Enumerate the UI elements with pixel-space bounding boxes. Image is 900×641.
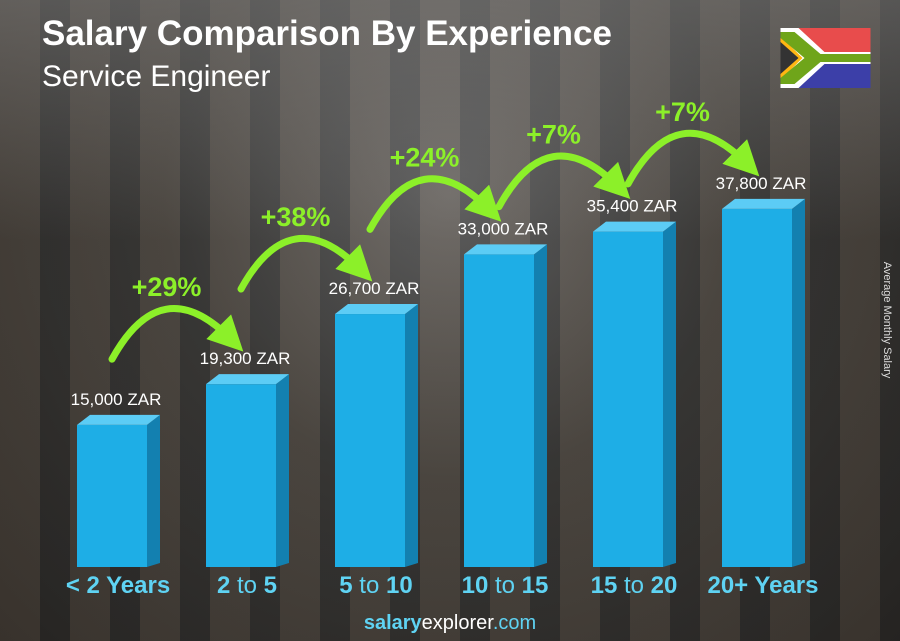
bar-front <box>593 231 663 567</box>
bar-top <box>593 221 676 232</box>
change-arrow <box>237 234 373 293</box>
change-arrow <box>495 152 631 211</box>
percent-change-label: +29% <box>132 272 202 302</box>
bar <box>335 304 418 567</box>
percent-change-label: +7% <box>655 97 710 127</box>
change-arrow <box>108 305 244 363</box>
change-arrow <box>624 129 760 188</box>
bar-side <box>276 374 289 567</box>
bar <box>722 198 805 568</box>
bar-front <box>77 424 147 567</box>
brand-domain: .com <box>492 612 537 634</box>
category-label: 2 to 5 <box>217 572 277 599</box>
bar-top <box>464 244 547 255</box>
bar-front <box>206 384 276 567</box>
value-label: 37,800 ZAR <box>716 174 807 193</box>
chart-subtitle: Service Engineer <box>42 60 271 93</box>
bar-side <box>663 221 676 567</box>
bar-side <box>534 244 547 568</box>
brand-bold: salary <box>363 612 422 634</box>
percent-change-label: +38% <box>261 202 331 232</box>
category-label: < 2 Years <box>66 572 170 599</box>
bar-top <box>206 374 289 385</box>
value-label: 33,000 ZAR <box>458 219 549 238</box>
bar-front <box>722 208 792 568</box>
bar-front <box>335 314 405 567</box>
chart-title: Salary Comparison By Experience <box>42 14 612 53</box>
bar-front <box>464 254 534 568</box>
percent-change-label: +24% <box>390 142 460 172</box>
south-africa-flag-icon <box>780 28 871 88</box>
bar <box>77 414 160 567</box>
category-label: 5 to 10 <box>339 572 412 599</box>
bar-top <box>722 198 805 209</box>
bar-side <box>147 414 160 567</box>
bar-top <box>77 414 160 425</box>
category-label: 10 to 15 <box>462 572 549 599</box>
bar <box>206 374 289 567</box>
bar-side <box>405 304 418 567</box>
change-arrow <box>366 175 502 233</box>
category-label: 15 to 20 <box>591 572 678 599</box>
bar <box>464 244 547 568</box>
percent-change-label: +7% <box>526 120 581 150</box>
brand-rest: explorer <box>421 612 493 634</box>
value-label: 26,700 ZAR <box>329 279 420 298</box>
bar <box>593 221 676 567</box>
bar-side <box>792 198 805 568</box>
footer-brand: salaryexplorer.com <box>0 612 900 635</box>
bar-top <box>335 304 418 315</box>
value-label: 19,300 ZAR <box>200 349 291 368</box>
category-label: 20+ Years <box>707 572 818 599</box>
value-label: 35,400 ZAR <box>587 197 678 216</box>
value-label: 15,000 ZAR <box>71 390 162 409</box>
